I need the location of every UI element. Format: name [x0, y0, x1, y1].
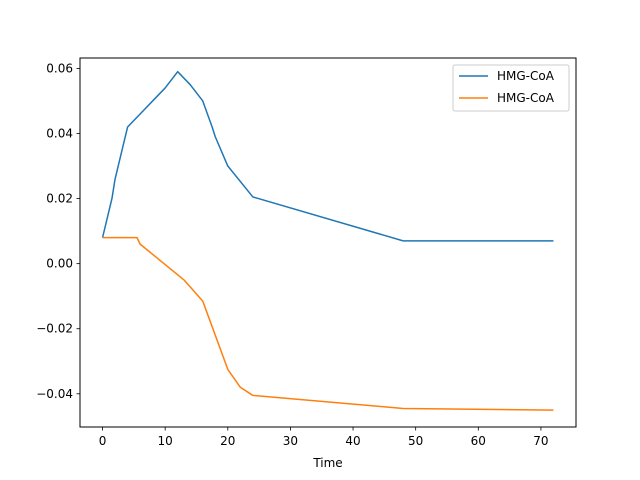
legend-label-2: HMG-CoA	[497, 91, 555, 105]
x-tick-label: 70	[533, 434, 548, 448]
series-line-1	[101, 70, 554, 242]
axes-frame	[79, 57, 577, 428]
x-tick-label: 50	[408, 434, 423, 448]
x-tick-label: 20	[220, 434, 235, 448]
legend-label-1: HMG-CoA	[497, 69, 555, 83]
x-tick-label: 10	[158, 434, 173, 448]
x-tick-label: 40	[345, 434, 360, 448]
y-tick-label: −0.04	[36, 387, 73, 401]
y-tick-label: 0.02	[46, 192, 73, 206]
y-tick-label: 0.00	[46, 257, 73, 271]
y-tick-label: 0.04	[46, 126, 73, 140]
x-axis: 0 10 20 30 40 50 60 70	[99, 427, 549, 448]
plot-area	[101, 70, 554, 411]
series-line-2	[102, 236, 554, 411]
x-tick-label: 60	[471, 434, 486, 448]
x-axis-label: Time	[312, 456, 342, 470]
y-tick-label: 0.06	[46, 61, 73, 75]
y-tick-label: −0.02	[36, 322, 73, 336]
legend: HMG-CoA HMG-CoA	[452, 64, 570, 112]
y-axis: −0.04 −0.02 0.00 0.02 0.04 0.06	[36, 61, 80, 401]
x-tick-label: 0	[99, 434, 107, 448]
x-tick-label: 30	[283, 434, 298, 448]
